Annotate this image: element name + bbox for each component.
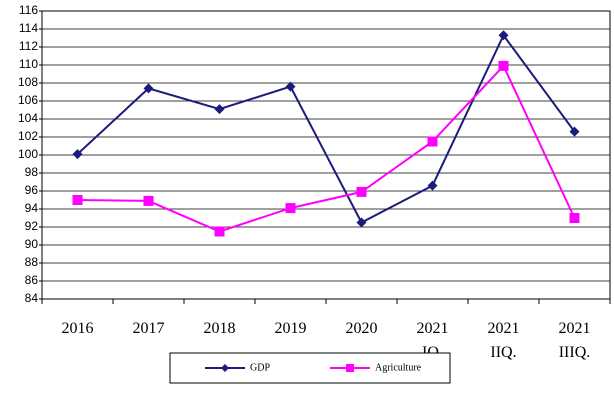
point [214,226,225,237]
y-tick-label: 102 [18,129,38,143]
y-tick-label: 104 [18,111,38,125]
point [427,180,438,191]
y-tick-label: 96 [25,183,39,197]
point [356,217,367,228]
legend-marker [221,364,229,372]
legend-marker [346,364,354,372]
y-tick-label: 116 [19,3,38,17]
y-tick-label: 112 [19,39,38,53]
point [498,30,509,41]
point [498,60,509,71]
x-tick-label: 2017 [133,320,165,337]
x-tick-label: 2021 IIQ. [488,320,520,361]
x-tick-label: 2016 [62,320,94,337]
point [72,149,83,160]
x-tick-label: 2019 [275,320,307,337]
point [285,203,296,214]
y-tick-label: 106 [18,93,38,107]
y-tick-label: 84 [25,291,39,305]
point [569,126,580,137]
y-tick-label: 88 [25,255,39,269]
point [143,83,154,94]
y-tick-label: 114 [19,21,38,35]
y-tick-label: 86 [25,273,39,287]
series-line [77,64,576,233]
point [569,213,580,223]
x-tick-label: 2021 IIIQ. [559,320,591,361]
point [356,186,367,197]
x-tick-label: 2020 [346,320,378,337]
y-tick-label: 90 [25,237,39,251]
point [214,104,225,115]
y-tick-label: 108 [18,75,38,89]
y-tick-label: 100 [18,147,38,161]
series-line [76,33,576,224]
y-tick-label: 98 [25,165,39,179]
point [285,81,296,92]
x-tick-label: 2018 [204,320,236,337]
y-tick-label: 110 [19,57,38,71]
point [143,195,154,206]
y-tick-label: 94 [25,201,39,215]
legend-label: Agriculture [375,362,422,373]
legend-label: GDP [250,362,270,373]
point [427,136,438,147]
point [72,195,83,205]
y-tick-label: 92 [25,219,39,233]
